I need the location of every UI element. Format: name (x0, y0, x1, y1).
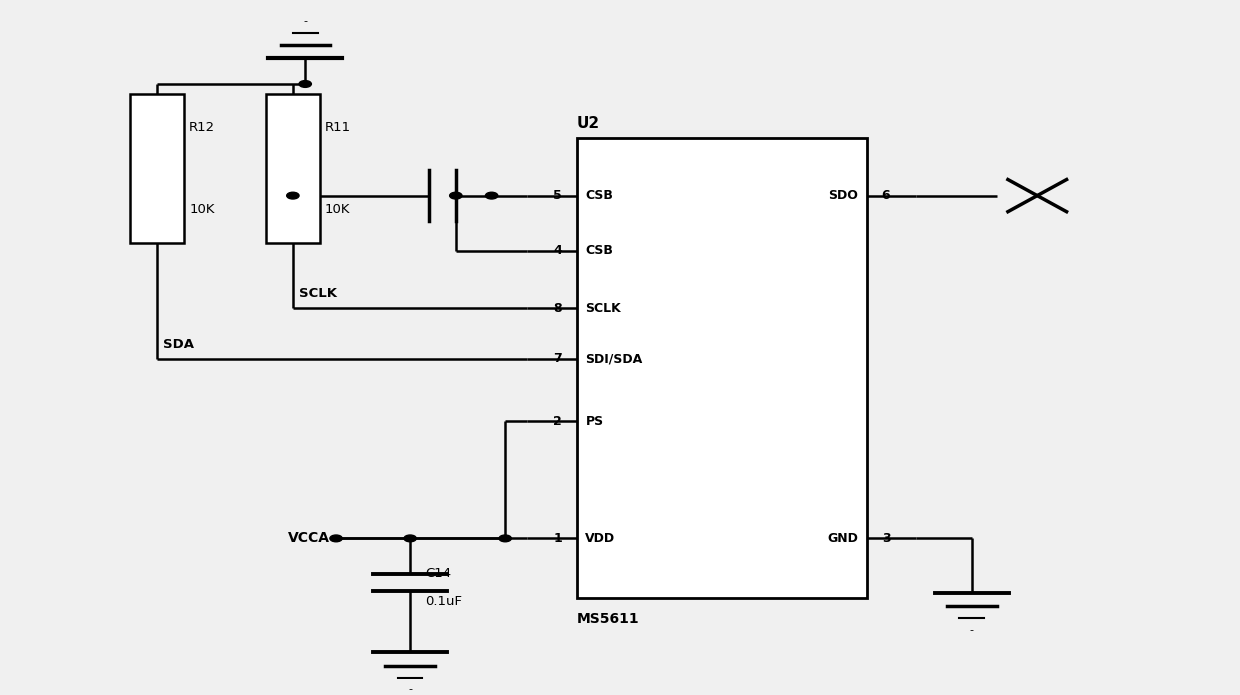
Circle shape (450, 193, 463, 199)
Text: 6: 6 (882, 189, 890, 202)
Circle shape (286, 193, 299, 199)
Text: -: - (408, 685, 412, 694)
Text: SCLK: SCLK (299, 287, 337, 300)
Text: 2: 2 (553, 415, 562, 427)
Text: -: - (970, 625, 973, 635)
Text: U2: U2 (577, 116, 600, 131)
Text: 5: 5 (553, 189, 562, 202)
Circle shape (299, 81, 311, 88)
Text: 10K: 10K (190, 203, 215, 215)
Text: GND: GND (827, 532, 858, 545)
Text: 10K: 10K (325, 203, 351, 215)
Text: SDO: SDO (828, 189, 858, 202)
Text: CSB: CSB (585, 245, 614, 257)
Text: MS5611: MS5611 (577, 612, 640, 626)
Text: VDD: VDD (585, 532, 615, 545)
Circle shape (404, 535, 417, 542)
Bar (130, 94, 185, 243)
Text: SCLK: SCLK (585, 302, 621, 315)
Circle shape (485, 193, 497, 199)
Text: C14: C14 (425, 567, 451, 580)
Text: 3: 3 (882, 532, 890, 545)
Text: SDI/SDA: SDI/SDA (585, 352, 642, 366)
Text: PS: PS (585, 415, 604, 427)
Text: 8: 8 (553, 302, 562, 315)
Text: R11: R11 (325, 122, 351, 134)
Bar (577, 138, 867, 598)
Text: 0.1uF: 0.1uF (425, 595, 463, 608)
Bar (265, 94, 320, 243)
Text: VCCA: VCCA (288, 532, 330, 546)
Text: CSB: CSB (585, 189, 614, 202)
Text: 1: 1 (553, 532, 562, 545)
Text: R12: R12 (190, 122, 216, 134)
Text: -: - (304, 16, 308, 26)
Text: 7: 7 (553, 352, 562, 366)
Text: 4: 4 (553, 245, 562, 257)
Circle shape (498, 535, 511, 542)
Circle shape (330, 535, 342, 542)
Text: SDA: SDA (164, 338, 195, 351)
